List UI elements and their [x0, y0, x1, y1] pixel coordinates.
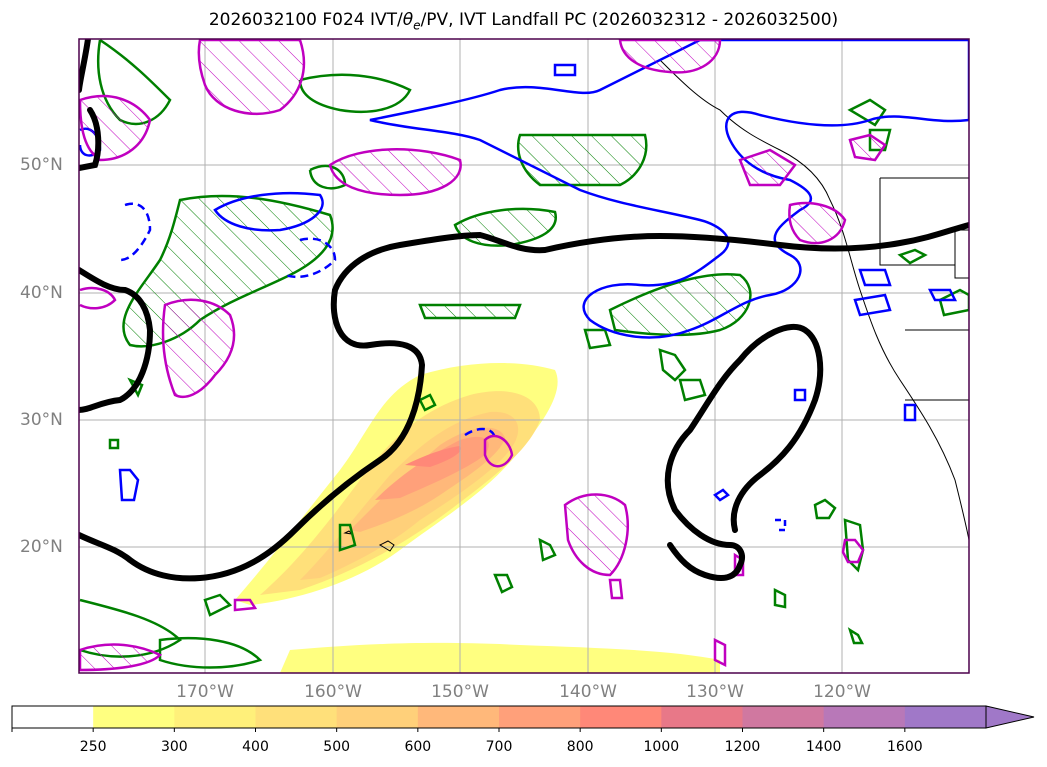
title-theta-subscript: e	[413, 18, 421, 33]
colorbar-cells	[12, 706, 987, 728]
colorbar-cell	[12, 706, 94, 728]
lat-label-30: 30°N	[20, 410, 63, 430]
ivt-black-contours	[79, 39, 969, 582]
lon-label-160w: 160°W	[304, 682, 362, 702]
lat-label-20: 20°N	[20, 537, 63, 557]
colorbar-tick-label: 1200	[724, 739, 761, 755]
ivt-shading	[235, 363, 720, 673]
colorbar-extend-arrow	[985, 705, 1035, 729]
colorbar-cell	[661, 706, 743, 728]
colorbar-tick-label: 300	[160, 739, 188, 755]
colorbar-tick-label: 1400	[805, 739, 842, 755]
colorbar-cell	[742, 706, 825, 728]
colorbar-tick-label: 1600	[887, 739, 923, 755]
lon-label-130w: 130°W	[686, 682, 744, 702]
colorbar-cell	[904, 706, 987, 728]
colorbar-cell	[823, 706, 906, 728]
colorbar-cell	[580, 706, 662, 728]
lat-label-40: 40°N	[20, 283, 63, 303]
colorbar-tick-label: 1000	[643, 739, 680, 755]
colorbar-tick-label: 600	[404, 739, 432, 755]
colorbar-tick-label: 500	[323, 739, 351, 755]
colorbar-tick-label: 700	[485, 739, 513, 755]
colorbar-tick-label: 400	[242, 739, 269, 755]
lon-label-150w: 150°W	[431, 682, 489, 702]
lon-label-140w: 140°W	[559, 682, 617, 702]
landfall-pc-contours	[79, 39, 887, 672]
title-theta: θ	[402, 10, 414, 30]
colorbar-cell	[336, 706, 419, 728]
title-prefix: 2026032100 F024 IVT/	[208, 10, 403, 30]
lon-label-120w: 120°W	[813, 682, 871, 702]
map-area	[79, 39, 969, 673]
colorbar-cell	[417, 706, 500, 728]
title-suffix: /PV, IVT Landfall PC (2026032312 - 20260…	[420, 10, 839, 30]
map-title: 2026032100 F024 IVT/θe/PV, IVT Landfall …	[0, 10, 1047, 32]
colorbar-cell	[93, 706, 175, 728]
colorbar-cell	[174, 706, 256, 728]
colorbar	[11, 705, 1035, 732]
map-frame	[78, 38, 970, 674]
colorbar-cell	[255, 706, 338, 728]
lon-label-170w: 170°W	[176, 682, 234, 702]
colorbar-ticks	[11, 728, 906, 732]
colorbar-cell	[499, 706, 581, 728]
lat-label-50: 50°N	[20, 155, 63, 175]
colorbar-tick-label: 800	[566, 739, 594, 755]
colorbar-tick-label: 250	[79, 739, 107, 755]
